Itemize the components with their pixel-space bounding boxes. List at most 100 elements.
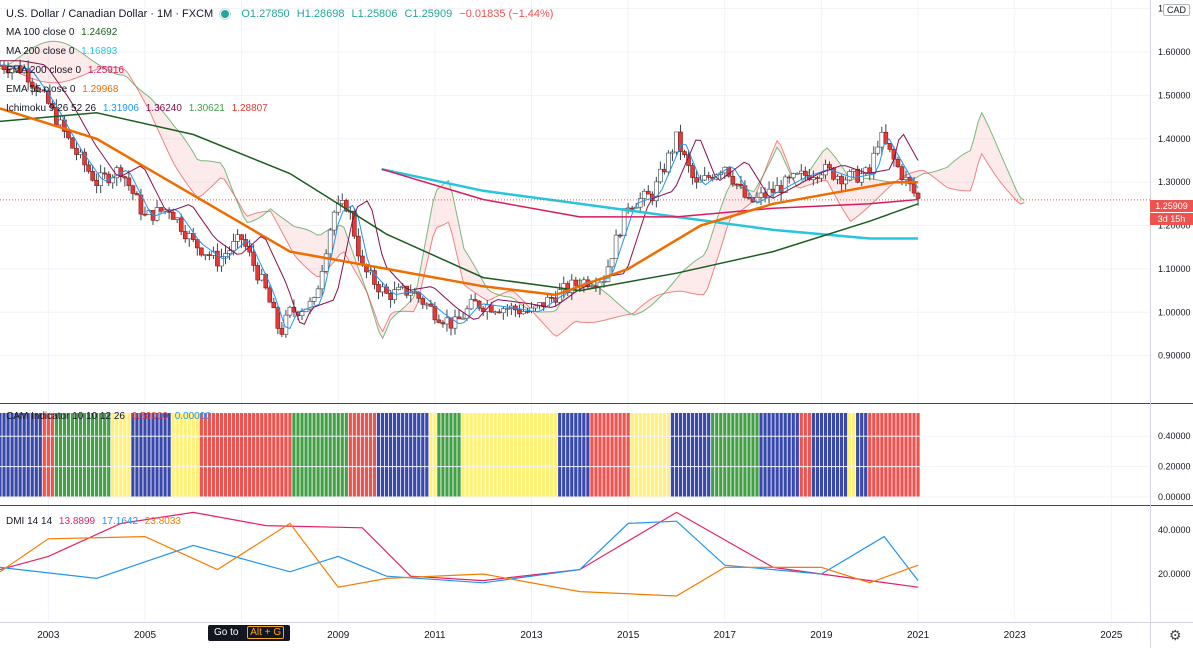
cam-bar: [292, 413, 296, 497]
currency-label[interactable]: CAD: [1163, 4, 1191, 16]
cam-bar: [332, 413, 336, 497]
cam-bar: [654, 413, 658, 497]
cam-bar: [485, 413, 489, 497]
cam-bar: [509, 413, 513, 497]
candle-body: [70, 137, 75, 149]
cam-bar: [195, 413, 199, 497]
cam-bar: [356, 413, 360, 497]
cam-bar: [848, 413, 852, 497]
cam-bar: [868, 413, 872, 497]
cam-bar: [682, 413, 687, 497]
candle-body: [356, 235, 361, 257]
candle-body: [195, 239, 200, 249]
candle-body: [428, 303, 434, 307]
cam-bar: [779, 413, 783, 497]
cam-bar: [674, 413, 679, 497]
cam-bar: [602, 413, 606, 497]
candle-body: [235, 234, 240, 242]
cam-bar: [340, 413, 344, 497]
cam-bar: [74, 413, 79, 497]
candle-body: [887, 143, 893, 150]
cam-bar: [912, 413, 916, 497]
cam-bar: [916, 413, 920, 497]
cam-bar: [425, 413, 429, 497]
cam-bar: [159, 413, 163, 497]
time-tick-label: 2023: [1004, 630, 1027, 641]
cam-bar: [107, 413, 111, 497]
cam-bar: [803, 413, 807, 497]
candle-body: [372, 270, 377, 285]
cam-bar: [735, 413, 739, 497]
cam-bar: [707, 413, 711, 497]
legend-cam[interactable]: CAM Indicator 10 10 12 26 0.50000 0.0000…: [6, 411, 215, 423]
legend-cam-v2: 0.00000: [174, 411, 211, 422]
cam-bar: [582, 413, 586, 497]
cam-bar: [807, 413, 811, 497]
legend-ema200[interactable]: EMA 200 close 0 1.25916: [6, 65, 128, 77]
goto-button[interactable]: Go to Alt + G: [208, 625, 291, 641]
last-price-tag: 1.25909: [1150, 200, 1193, 212]
cam-bar: [441, 413, 445, 497]
ohlc-low: L1.25806: [351, 8, 398, 20]
cam-bar: [22, 413, 26, 497]
cam-bar: [896, 413, 900, 497]
candle-body: [9, 68, 15, 74]
candle-body: [255, 265, 261, 281]
legend-ma100[interactable]: MA 100 close 0 1.24692: [6, 27, 121, 39]
cam-bar: [50, 413, 54, 497]
candle-body: [102, 172, 107, 175]
candle-body: [521, 311, 526, 315]
cam-bar: [554, 413, 558, 497]
candle-body: [617, 234, 623, 237]
candle-body: [654, 181, 659, 202]
cam-bar: [638, 413, 642, 497]
candle-body: [907, 177, 913, 185]
legend-ma200[interactable]: MA 200 close 0 1.16893: [6, 46, 121, 58]
goto-shortcut: Alt + G: [247, 626, 285, 639]
dmi-tick-label: 20.0000: [1158, 569, 1191, 579]
settings-gear-icon[interactable]: ⚙: [1169, 627, 1182, 643]
legend-ichimoku-v4: 1.28807: [231, 103, 268, 114]
cam-bar: [570, 413, 574, 497]
candle-body: [678, 131, 683, 152]
candle-body: [275, 307, 281, 329]
cam-bar: [453, 413, 457, 497]
legend-cam-v1: 0.50000: [131, 411, 168, 422]
cam-bar: [566, 413, 570, 497]
cam-bar: [384, 413, 389, 497]
candle-body: [811, 177, 816, 180]
legend-ema55[interactable]: EMA 55 close 0 1.29968: [6, 84, 122, 96]
candle-body: [549, 296, 554, 299]
candle-body: [86, 164, 91, 172]
symbol-title[interactable]: U.S. Dollar / Canadian Dollar · 1M · FXC…: [6, 8, 214, 20]
cam-bar: [469, 413, 473, 497]
time-tick-label: 2009: [327, 630, 350, 641]
cam-bar: [397, 413, 401, 497]
candle-body: [376, 284, 381, 293]
cam-bar: [155, 413, 159, 497]
candle-body: [404, 285, 409, 296]
legend-ichimoku[interactable]: Ichimoku 9 26 52 26 1.31906 1.36240 1.30…: [6, 103, 272, 115]
cam-bar: [445, 413, 449, 497]
cam-bar: [171, 413, 175, 497]
candle-body: [605, 266, 611, 282]
cam-bar: [264, 413, 268, 497]
candle-body: [472, 299, 478, 302]
candle-body: [412, 292, 418, 294]
cam-bar: [598, 413, 602, 497]
candle-body: [597, 281, 603, 287]
candle-body: [182, 231, 188, 240]
cam-bar: [2, 413, 6, 497]
candle-body: [690, 165, 695, 178]
candle-body: [263, 274, 269, 289]
cam-bar: [686, 413, 691, 497]
price-tick-label: 1.30000: [1158, 177, 1191, 187]
market-status-icon: [220, 9, 231, 20]
legend-dmi[interactable]: DMI 14 14 13.8899 17.1642 23.8033: [6, 516, 185, 528]
cam-bar: [815, 413, 820, 497]
cam-bar: [417, 413, 421, 497]
candle-body: [694, 177, 699, 183]
cam-bar: [99, 413, 103, 497]
